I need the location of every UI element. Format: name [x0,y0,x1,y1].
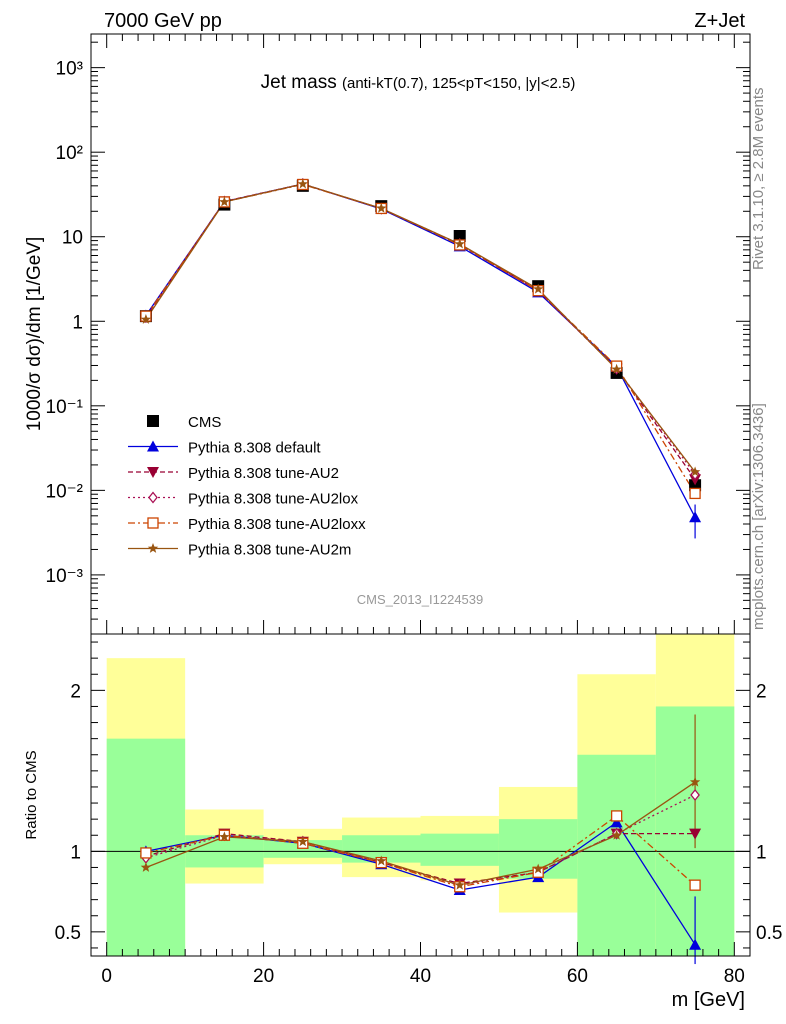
legend-marker [147,517,159,529]
mc-point-4 [611,363,622,374]
top-panel-ticks: 10⁻³ 10⁻² 10⁻¹ 1 10 10² 10³ [46,34,750,635]
ratio-point-4 [689,776,701,787]
data-point-cms [453,230,466,243]
y-tick-label: 1 [72,312,83,333]
green-band-4 [420,833,499,866]
legend-marker [147,440,159,452]
plot-title-sub: (anti-kT(0.7), 125<pT<150, |y|<2.5) [342,75,575,92]
y-tick-label: 10⁻¹ [46,397,84,418]
x-tick-label: 20 [253,966,274,987]
legend-entry: Pythia 8.308 tune-AU2m [188,542,351,559]
ratio-point-4 [611,829,622,840]
mc-point-3 [689,487,701,500]
x-tick-label: 60 [567,966,588,987]
legend: CMS Pythia 8.308 default Pythia 8.308 tune… [128,414,366,559]
y-tick-label: 10³ [56,59,83,80]
x-tick-label: 0 [101,966,112,987]
legend-entry: Pythia 8.308 tune-AU2lox [188,491,359,508]
ratio-panel-ticks: 0 20 40 60 80 0.5 0.5 1 1 2 2 [55,641,782,987]
ratio-line-3 [145,815,696,888]
y-axis-label-top: 1000/σ dσ)/dm [1/GeV] [24,237,45,432]
x-tick-label: 40 [410,966,431,987]
ratio-point-1 [689,828,702,840]
mc-point-0 [689,511,702,523]
ratio-point-4 [297,836,309,847]
ratio-point-0 [610,816,623,828]
ratio-point-0 [689,938,702,950]
energy-label: 7000 GeV pp [104,10,222,32]
ratio-y-tick-label: 0.5 [55,923,81,944]
ratio-line-2 [145,794,696,886]
green-band-6 [577,754,656,956]
ratio-y-tick-label-right: 2 [756,681,767,702]
plot-title-main: Jet mass [261,72,337,93]
process-label: Z+Jet [694,10,745,32]
ratio-point-3 [689,879,701,891]
legend-entry: Pythia 8.308 tune-AU2 [188,465,339,482]
ratio-point-4 [219,831,230,842]
ratio-y-tick-label: 2 [70,681,81,702]
analysis-label: CMS_2013_I1224539 [357,592,484,607]
legend-marker [147,467,159,478]
mc-point-4 [219,196,230,207]
ratio-point-3 [140,847,152,859]
legend-entry: Pythia 8.308 default [188,440,321,457]
ratio-panel-frame [90,633,751,957]
legend-marker [147,543,159,553]
plot-title: Jet mass (anti-kT(0.7), 125<pT<150, |y|<… [261,72,576,93]
ratio-panel-series [139,714,702,965]
y-tick-label: 10⁻³ [46,566,84,587]
mc-point-4 [454,238,465,249]
ratio-point-4 [454,879,465,890]
mc-point-4 [532,283,544,294]
ratio-y-tick-label-right: 1 [756,842,767,863]
legend-marker [148,491,158,504]
ratio-point-4 [532,863,544,874]
x-axis-label: m [GeV] [672,989,745,1011]
top-panel-series [139,177,702,539]
y-tick-label: 10⁻² [46,481,84,502]
mc-point-4 [689,466,701,477]
x-tick-label: 80 [724,966,745,987]
y-tick-label: 10² [56,143,83,164]
ratio-point-4 [140,862,152,872]
mc-line-4 [145,183,696,473]
mcplots-label: mcplots.cern.ch [arXiv:1306.3436] [750,403,767,630]
rivet-label: Rivet 3.1.10, ≥ 2.8M events [750,88,767,271]
ratio-y-tick-label: 1 [70,842,81,863]
mc-point-4 [297,178,309,189]
ratio-point-4 [376,855,387,866]
ratio-uncertainty-bands [91,634,750,956]
ratio-y-tick-label-right: 0.5 [756,923,782,944]
ratio-point-3 [610,810,623,822]
y-axis-label-ratio: Ratio to CMS [23,750,40,839]
ratio-line-4 [145,781,696,886]
ratio-point-2 [690,788,700,802]
legend-entry: Pythia 8.308 tune-AU2loxx [188,516,366,533]
y-tick-label: 10 [62,228,83,249]
legend-entry: CMS [188,414,221,431]
legend-marker [147,415,159,427]
mc-point-4 [140,314,152,324]
mc-point-4 [376,202,387,213]
